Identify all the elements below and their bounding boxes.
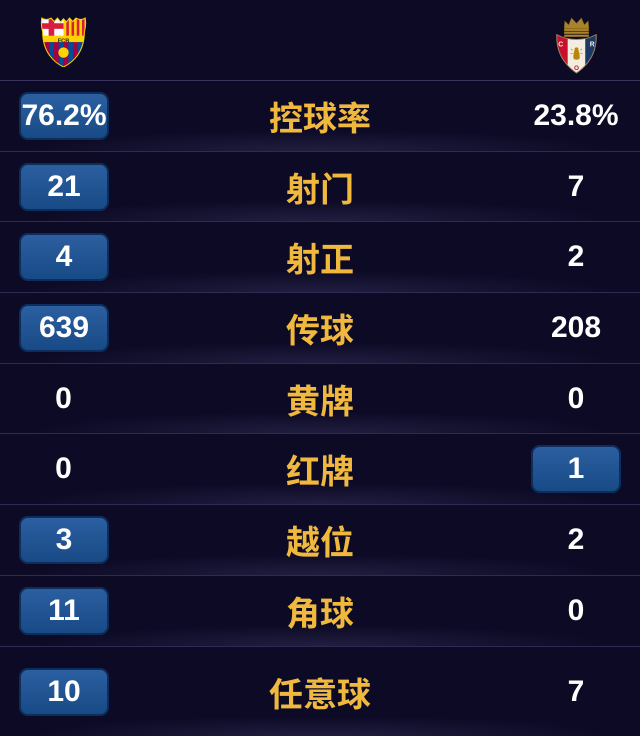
svg-text:R: R [590, 41, 595, 48]
svg-text:O: O [574, 65, 579, 72]
svg-text:C: C [558, 41, 563, 48]
